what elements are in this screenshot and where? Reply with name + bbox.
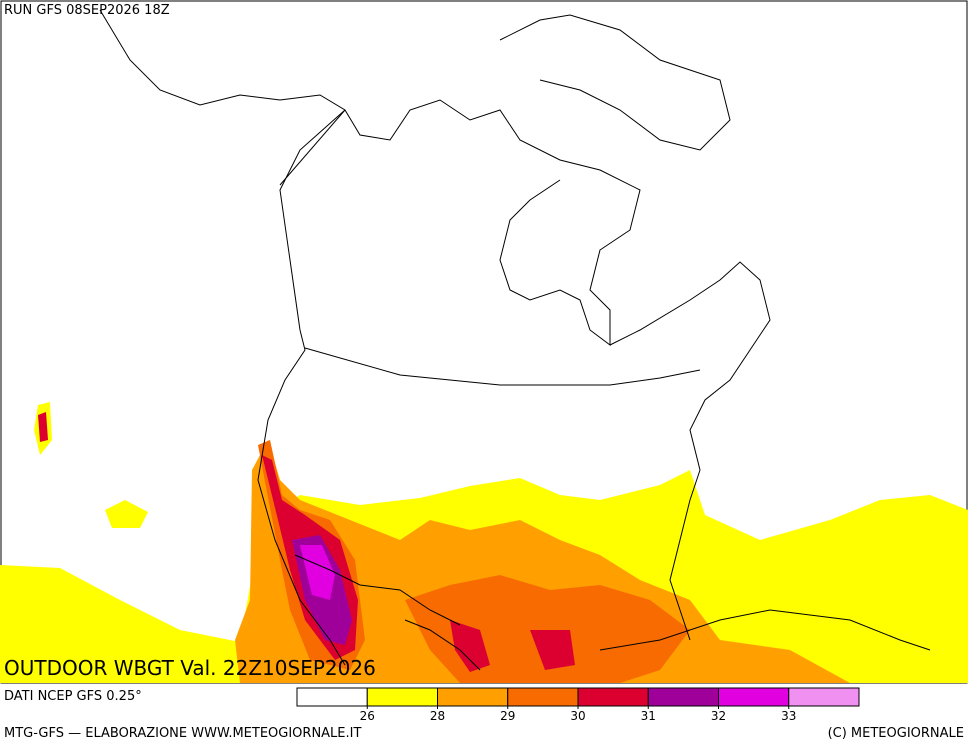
legend-swatch [296, 687, 368, 707]
run-label: RUN GFS 08SEP2026 18Z [4, 3, 170, 18]
heat-area [450, 620, 490, 672]
coastline [599, 609, 931, 651]
legend-swatch [577, 687, 649, 707]
coastline [99, 9, 641, 346]
legend-tick-label: 31 [641, 709, 656, 723]
map-caption: OUTDOOR WBGT Val. 22Z10SEP2026 [4, 656, 376, 680]
copyright-label: (C) METEOGIORNALE [828, 726, 964, 741]
border [279, 109, 346, 186]
heat-area [530, 630, 575, 670]
legend-swatch [718, 687, 790, 707]
legend-tick-label: 26 [360, 709, 375, 723]
heat-area [105, 500, 148, 528]
heat-area [235, 440, 850, 683]
legend-tick-label: 29 [500, 709, 515, 723]
legend: 26 28 29 30 31 32 33 [296, 687, 860, 723]
heat-area [300, 545, 335, 600]
legend-swatch [366, 687, 438, 707]
border [294, 554, 461, 626]
legend-tick-label: 33 [781, 709, 796, 723]
coastline [404, 619, 481, 671]
coastline [609, 261, 771, 641]
legend-tick-label: 30 [570, 709, 585, 723]
source-label: DATI NCEP GFS 0.25° [4, 689, 142, 704]
legend-tick-label: 28 [430, 709, 445, 723]
coastline [499, 14, 731, 151]
legend-swatch [437, 687, 509, 707]
credits-label: MTG-GFS — ELABORAZIONE WWW.METEOGIORNALE… [4, 726, 361, 741]
legend-tick-label: 32 [711, 709, 726, 723]
legend-swatch [788, 687, 860, 707]
legend-swatch [647, 687, 719, 707]
map: RUN GFS 08SEP2026 18Z OUTDOOR WBGT Val. … [0, 0, 968, 684]
legend-swatch [507, 687, 579, 707]
coastline [257, 109, 346, 666]
border [304, 347, 701, 386]
heat-area [38, 412, 48, 442]
